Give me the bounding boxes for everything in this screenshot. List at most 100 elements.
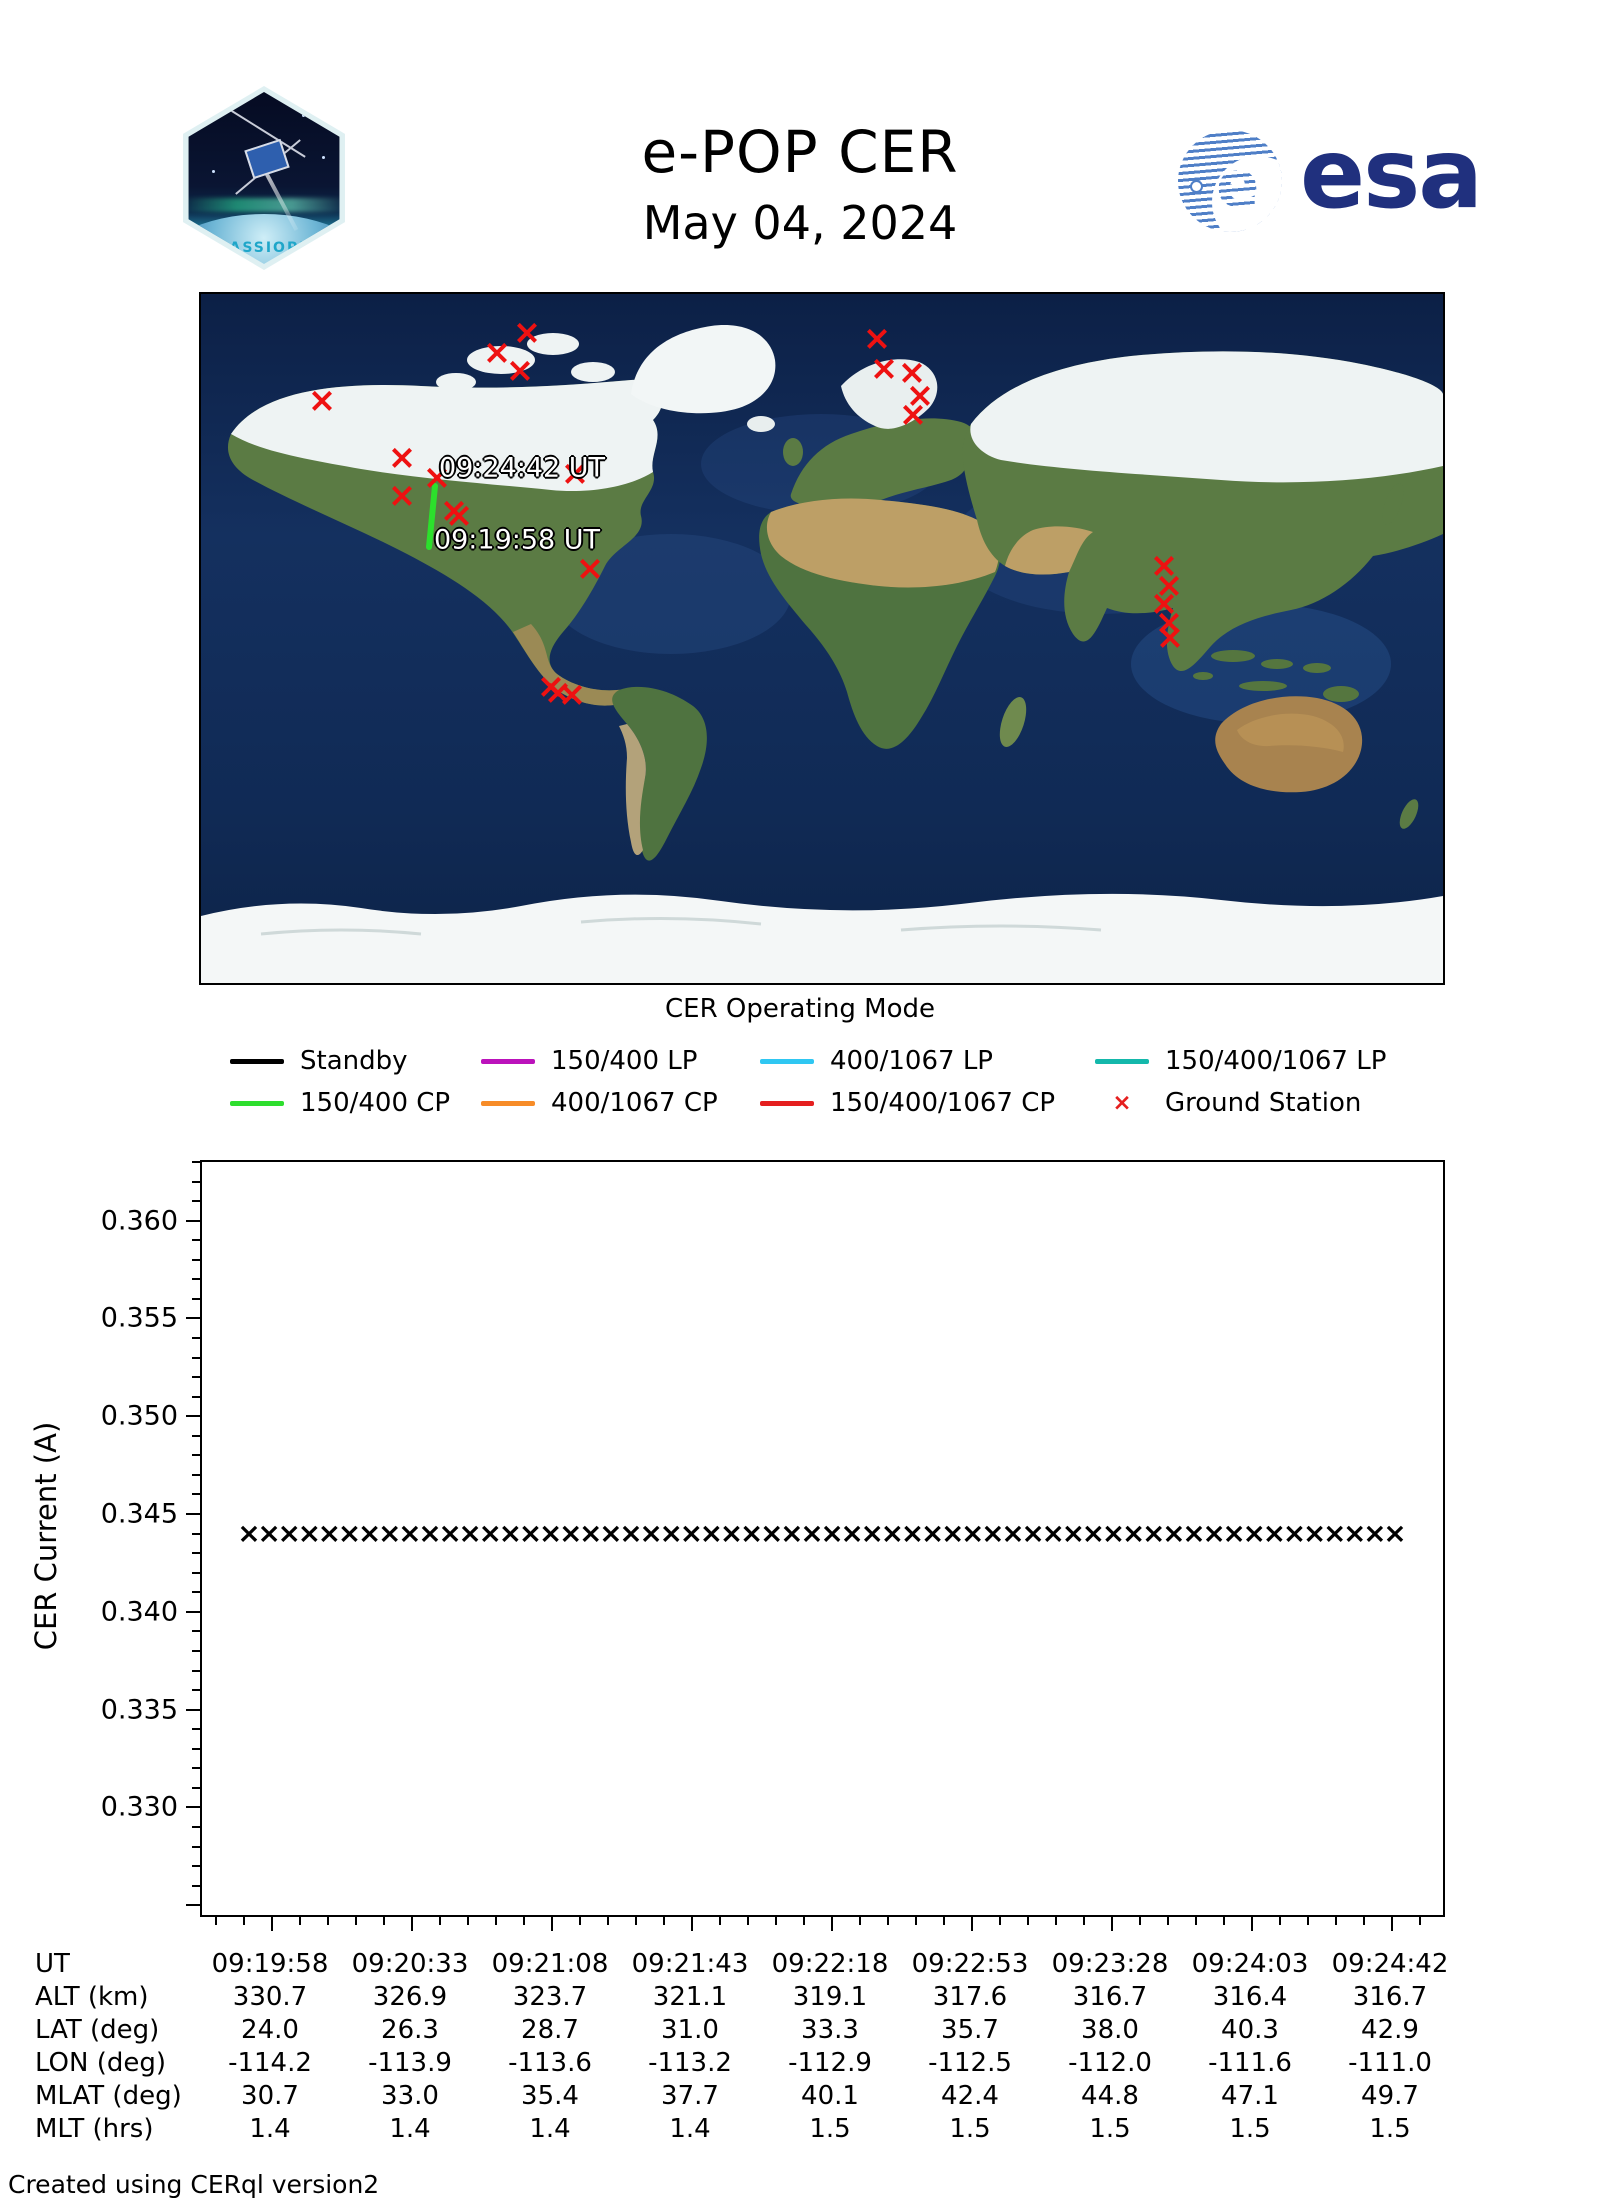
table-cell: 09:23:28 [1051, 1949, 1169, 1979]
x-major-tick [691, 1917, 693, 1931]
x-minor-tick [887, 1917, 889, 1925]
esa-emblem-icon: e [1178, 130, 1282, 232]
legend-item: × Ground Station [1095, 1088, 1361, 1118]
x-minor-tick [467, 1917, 469, 1925]
y-minor-tick [192, 1376, 200, 1379]
data-point-x-marker: × [1302, 1516, 1327, 1550]
data-point-x-marker: × [478, 1516, 502, 1550]
legend-line-swatch [1095, 1058, 1149, 1064]
data-point-x-marker: × [1322, 1516, 1347, 1550]
data-point-x-marker: × [981, 1516, 1005, 1550]
x-minor-tick [635, 1917, 637, 1925]
table-cell: 319.1 [792, 1982, 868, 2012]
table-cell: -113.9 [368, 2048, 452, 2078]
x-minor-tick [859, 1917, 861, 1925]
y-minor-tick [192, 1395, 200, 1398]
y-major-tick [186, 1610, 200, 1613]
y-tick-label: 0.360 [100, 1205, 178, 1237]
y-major-tick [186, 1317, 200, 1320]
data-point-x-marker: × [538, 1516, 563, 1550]
legend-line-swatch [230, 1058, 284, 1064]
data-point-x-marker: × [940, 1516, 965, 1550]
data-point-x-marker: × [1162, 1516, 1186, 1550]
legend-item: 400/1067 CP [481, 1088, 718, 1118]
table-cell: 35.4 [521, 2081, 579, 2111]
data-point-x-marker: × [518, 1516, 543, 1550]
legend-line-swatch [481, 1100, 535, 1106]
data-point-x-marker: × [1081, 1516, 1106, 1550]
legend-x-marker-icon: × [1112, 1089, 1132, 1116]
y-minor-tick [192, 1689, 200, 1692]
x-minor-tick [747, 1917, 749, 1925]
x-minor-tick [1055, 1917, 1057, 1925]
table-cell: 1.5 [1229, 2114, 1271, 2144]
legend-item: 150/400 CP [230, 1088, 450, 1118]
table-cell: 28.7 [521, 2015, 579, 2045]
y-minor-tick [192, 1278, 200, 1281]
table-cell: -114.2 [228, 2048, 312, 2078]
data-point-x-marker: × [800, 1516, 824, 1550]
y-minor-tick [192, 1884, 200, 1887]
table-cell: 40.1 [801, 2081, 859, 2111]
x-minor-tick [1363, 1917, 1365, 1925]
x-minor-tick [299, 1917, 301, 1925]
data-point-x-marker: × [599, 1516, 623, 1550]
data-point-x-marker: × [780, 1516, 804, 1550]
x-minor-tick [383, 1917, 385, 1925]
ground-station-marker: × [543, 672, 573, 713]
data-point-x-marker: × [820, 1516, 844, 1550]
table-cell: 49.7 [1361, 2081, 1419, 2111]
x-minor-tick [1279, 1917, 1281, 1925]
data-point-x-marker: × [337, 1516, 362, 1550]
y-tick-label: 0.340 [100, 1596, 178, 1628]
x-minor-tick [215, 1917, 217, 1925]
legend-item: 150/400/1067 LP [1095, 1046, 1386, 1076]
legend-line-swatch [760, 1100, 814, 1106]
x-minor-tick [803, 1917, 805, 1925]
x-minor-tick [607, 1917, 609, 1925]
table-cell: 323.7 [512, 1982, 588, 2012]
x-major-tick [271, 1917, 273, 1931]
y-minor-tick [192, 1747, 200, 1750]
y-minor-tick [192, 1239, 200, 1242]
ground-station-marker: × [560, 453, 590, 494]
y-tick-label: 0.350 [100, 1400, 178, 1432]
data-point-x-marker: × [317, 1516, 342, 1550]
table-cell: 09:21:08 [491, 1949, 609, 1979]
table-cell: 37.7 [661, 2081, 719, 2111]
table-cell: -113.6 [508, 2048, 592, 2078]
legend-item-label: Standby [300, 1046, 408, 1076]
data-point-x-marker: × [277, 1516, 301, 1550]
data-point-x-marker: × [357, 1516, 382, 1550]
table-cell: 44.8 [1081, 2081, 1139, 2111]
data-point-x-marker: × [1041, 1516, 1065, 1550]
table-cell: 321.1 [652, 1982, 728, 2012]
y-major-tick [186, 1219, 200, 1222]
y-minor-tick [192, 1767, 200, 1770]
x-major-tick [831, 1917, 833, 1931]
legend-item-label: Ground Station [1165, 1088, 1362, 1118]
table-cell: 1.4 [249, 2114, 291, 2144]
ground-station-marker: × [307, 380, 337, 421]
x-major-tick [551, 1917, 553, 1931]
data-point-x-marker: × [679, 1516, 704, 1550]
ground-station-marker: × [1154, 602, 1184, 643]
x-minor-tick [943, 1917, 945, 1925]
legend-item-label: 150/400/1067 LP [1165, 1046, 1387, 1076]
table-cell: 09:24:03 [1191, 1949, 1309, 1979]
data-point-x-marker: × [719, 1516, 744, 1550]
y-minor-tick [192, 1786, 200, 1789]
table-cell: -113.2 [648, 2048, 732, 2078]
data-point-x-marker: × [378, 1516, 402, 1550]
x-major-tick [1391, 1917, 1393, 1931]
legend-item-label: 400/1067 LP [830, 1046, 993, 1076]
table-cell: 47.1 [1221, 2081, 1279, 2111]
y-minor-tick [192, 1337, 200, 1340]
x-major-tick [1251, 1917, 1253, 1931]
data-point-x-marker: × [659, 1516, 683, 1550]
table-row-label: ALT (km) [35, 1982, 149, 2012]
data-point-x-marker: × [1363, 1516, 1387, 1550]
legend-line-swatch [481, 1058, 535, 1064]
table-cell: 42.4 [941, 2081, 999, 2111]
table-cell: 1.4 [389, 2114, 431, 2144]
